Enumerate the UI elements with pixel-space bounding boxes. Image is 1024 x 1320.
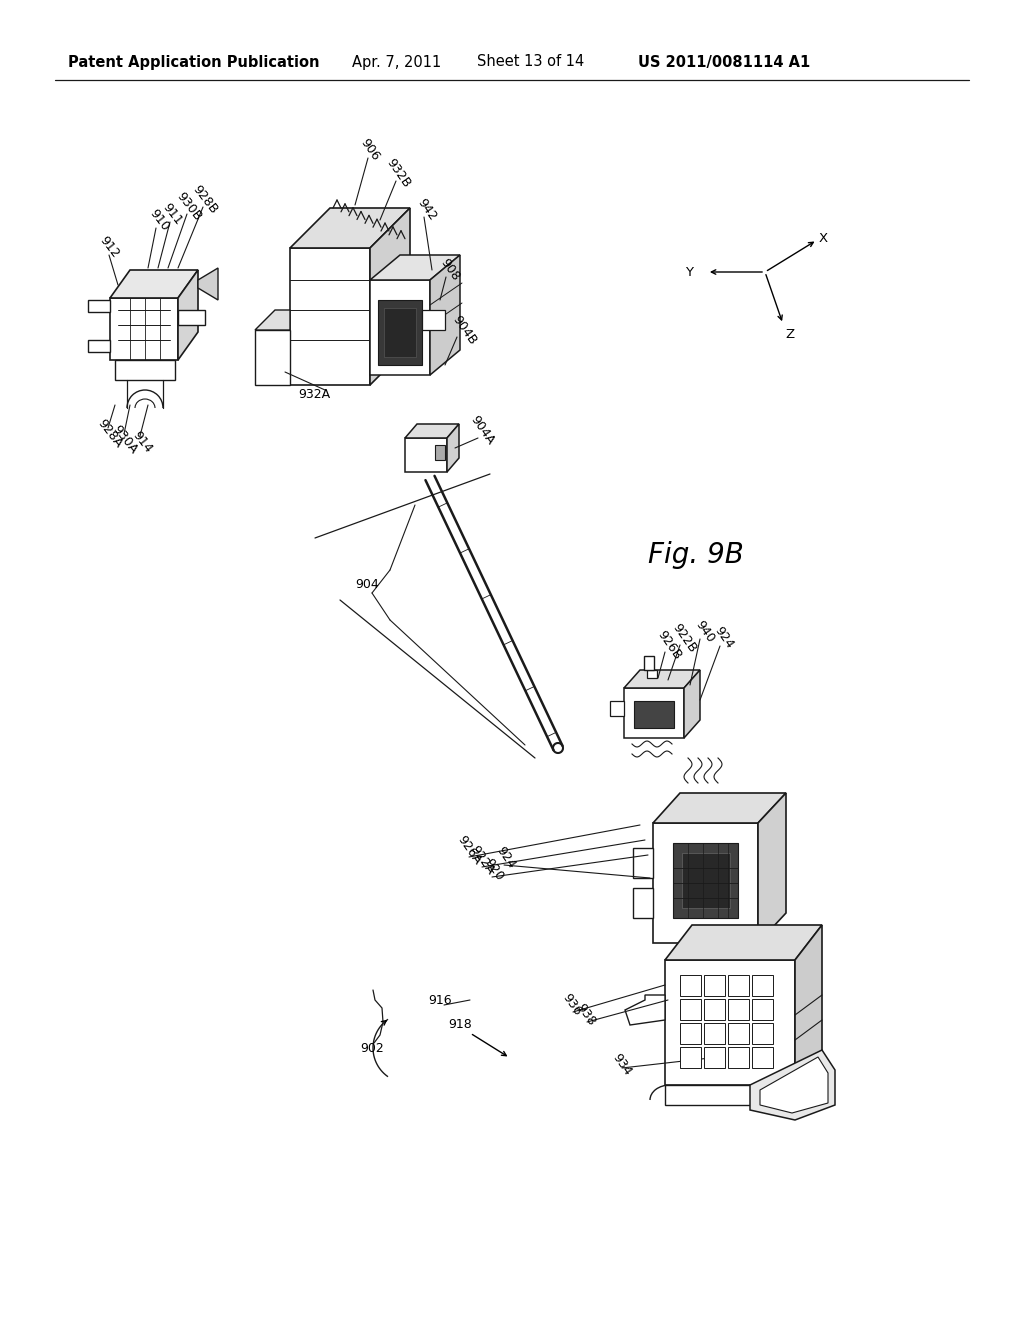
Text: 902: 902	[360, 1041, 384, 1055]
Polygon shape	[88, 300, 110, 312]
Bar	[728, 1047, 749, 1068]
Text: 926B: 926B	[655, 628, 684, 661]
Text: 938: 938	[574, 1002, 598, 1028]
Bar	[705, 1023, 725, 1044]
Polygon shape	[370, 255, 460, 280]
Polygon shape	[384, 308, 416, 356]
Polygon shape	[624, 671, 700, 688]
Polygon shape	[110, 271, 198, 298]
Polygon shape	[178, 271, 198, 360]
Polygon shape	[653, 793, 786, 822]
Polygon shape	[406, 424, 459, 438]
Polygon shape	[255, 330, 290, 385]
Polygon shape	[653, 822, 758, 942]
Polygon shape	[178, 310, 205, 325]
Bar	[705, 999, 725, 1020]
Polygon shape	[435, 445, 445, 459]
Polygon shape	[447, 424, 459, 473]
Bar	[680, 1023, 701, 1044]
Polygon shape	[633, 888, 653, 917]
Polygon shape	[290, 248, 370, 385]
Bar	[705, 1047, 725, 1068]
Text: 926A: 926A	[455, 833, 484, 867]
Text: 932A: 932A	[298, 388, 330, 401]
Polygon shape	[370, 280, 430, 375]
Text: 918: 918	[449, 1019, 472, 1031]
Text: 908: 908	[438, 256, 463, 284]
Bar	[728, 999, 749, 1020]
Polygon shape	[665, 1085, 795, 1105]
Text: Fig. 9B: Fig. 9B	[648, 541, 743, 569]
Text: 920: 920	[482, 857, 506, 883]
Polygon shape	[290, 209, 410, 248]
Polygon shape	[255, 310, 290, 330]
Text: 930B: 930B	[174, 190, 204, 224]
Polygon shape	[422, 310, 445, 330]
Text: 928A: 928A	[95, 417, 125, 450]
Polygon shape	[430, 255, 460, 375]
Text: Apr. 7, 2011: Apr. 7, 2011	[352, 54, 441, 70]
Text: Sheet 13 of 14: Sheet 13 of 14	[477, 54, 585, 70]
Text: Y: Y	[685, 265, 693, 279]
Text: 914: 914	[130, 429, 155, 455]
Text: X: X	[819, 232, 828, 246]
Polygon shape	[633, 847, 653, 878]
Polygon shape	[665, 960, 795, 1085]
Polygon shape	[624, 688, 684, 738]
Polygon shape	[634, 701, 674, 729]
Text: 911: 911	[160, 201, 184, 227]
Polygon shape	[644, 656, 654, 671]
Text: 934: 934	[610, 1052, 634, 1078]
Text: 940: 940	[693, 619, 717, 645]
Text: 904: 904	[355, 578, 379, 591]
Text: 912: 912	[97, 234, 122, 260]
Text: 906: 906	[358, 136, 382, 164]
Polygon shape	[682, 853, 730, 908]
Polygon shape	[760, 1057, 828, 1113]
Polygon shape	[758, 793, 786, 942]
Text: Z: Z	[785, 327, 795, 341]
Bar	[752, 975, 773, 997]
Bar	[752, 1047, 773, 1068]
Polygon shape	[647, 671, 657, 678]
Bar	[680, 999, 701, 1020]
Bar	[680, 975, 701, 997]
Polygon shape	[198, 268, 218, 300]
Text: 924: 924	[494, 845, 518, 871]
Text: 904B: 904B	[450, 313, 479, 347]
Text: 922B: 922B	[670, 622, 699, 655]
Text: Patent Application Publication: Patent Application Publication	[68, 54, 319, 70]
Text: 942: 942	[415, 197, 439, 223]
Polygon shape	[750, 1049, 835, 1119]
Polygon shape	[88, 341, 110, 352]
Text: 930A: 930A	[110, 424, 140, 457]
Bar	[705, 975, 725, 997]
Polygon shape	[684, 671, 700, 738]
Text: 924: 924	[712, 624, 736, 651]
Polygon shape	[110, 298, 178, 360]
Polygon shape	[673, 843, 738, 917]
Bar	[752, 999, 773, 1020]
Polygon shape	[378, 300, 422, 366]
Polygon shape	[665, 925, 822, 960]
Bar	[728, 1023, 749, 1044]
Text: 904A: 904A	[468, 413, 497, 447]
Polygon shape	[406, 438, 447, 473]
Bar	[680, 1047, 701, 1068]
Text: 910: 910	[147, 207, 172, 234]
Polygon shape	[610, 701, 624, 715]
Text: US 2011/0081114 A1: US 2011/0081114 A1	[638, 54, 810, 70]
Text: 932B: 932B	[384, 156, 413, 190]
Text: 916: 916	[428, 994, 452, 1006]
Polygon shape	[115, 360, 175, 380]
Polygon shape	[795, 925, 822, 1085]
Bar	[728, 975, 749, 997]
Polygon shape	[625, 995, 665, 1026]
Bar	[752, 1023, 773, 1044]
Polygon shape	[370, 209, 410, 385]
Text: 922A: 922A	[468, 843, 497, 876]
Text: 936: 936	[560, 991, 585, 1019]
Text: 928B: 928B	[190, 183, 220, 216]
